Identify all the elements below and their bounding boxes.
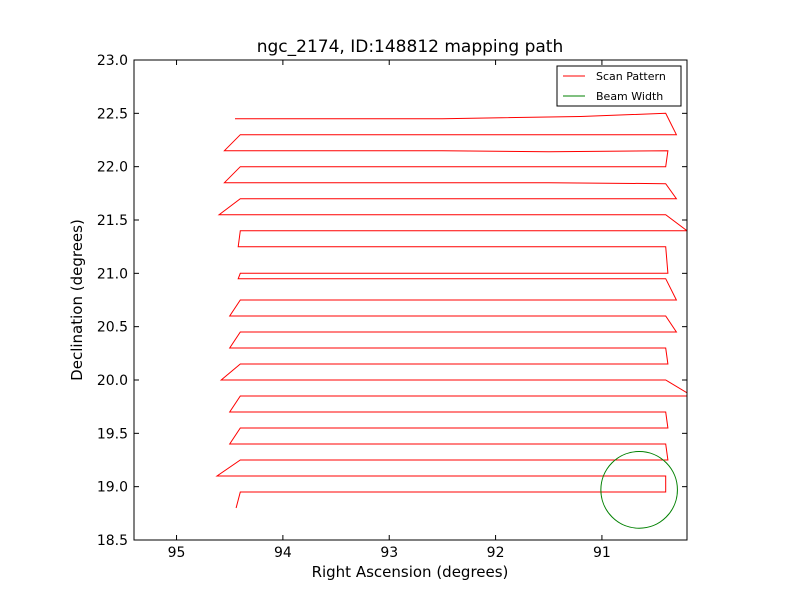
chart-title: ngc_2174, ID:148812 mapping path	[257, 37, 564, 57]
y-tick-label: 18.5	[97, 533, 128, 549]
y-tick-label: 23.0	[97, 53, 128, 69]
y-tick-label: 19.0	[97, 480, 128, 496]
plot-frame	[133, 59, 688, 541]
series-line-scan-pattern	[215, 112, 687, 509]
x-axis: 95 94 93 92 91	[168, 60, 611, 561]
y-axis-title: Declination (degrees)	[68, 219, 86, 381]
x-tick-label: 93	[380, 545, 398, 561]
plot-area	[215, 112, 687, 529]
x-axis-title: Right Ascension (degrees)	[312, 563, 509, 581]
y-tick-label: 20.0	[97, 373, 128, 389]
y-tick-label: 22.5	[97, 106, 128, 122]
beam-width-circle	[600, 450, 678, 529]
legend-label-beam-width: Beam Width	[596, 90, 663, 103]
legend-label-scan-pattern: Scan Pattern	[596, 70, 666, 83]
y-tick-label: 22.0	[97, 160, 128, 176]
x-tick-label: 94	[274, 545, 292, 561]
y-tick-label: 20.5	[97, 320, 128, 336]
y-tick-label: 21.0	[97, 266, 128, 282]
y-axis: 18.5 19.0 19.5 20.0 20.5 21.0 21.5 22.0 22.5 23.0	[97, 53, 687, 549]
legend-box	[556, 65, 682, 107]
y-tick-label: 19.5	[97, 426, 128, 442]
x-tick-label: 91	[593, 545, 611, 561]
x-tick-label: 92	[487, 545, 505, 561]
y-tick-label: 21.5	[97, 213, 128, 229]
x-tick-label: 95	[168, 545, 186, 561]
legend: Scan Pattern Beam Width	[556, 65, 682, 107]
